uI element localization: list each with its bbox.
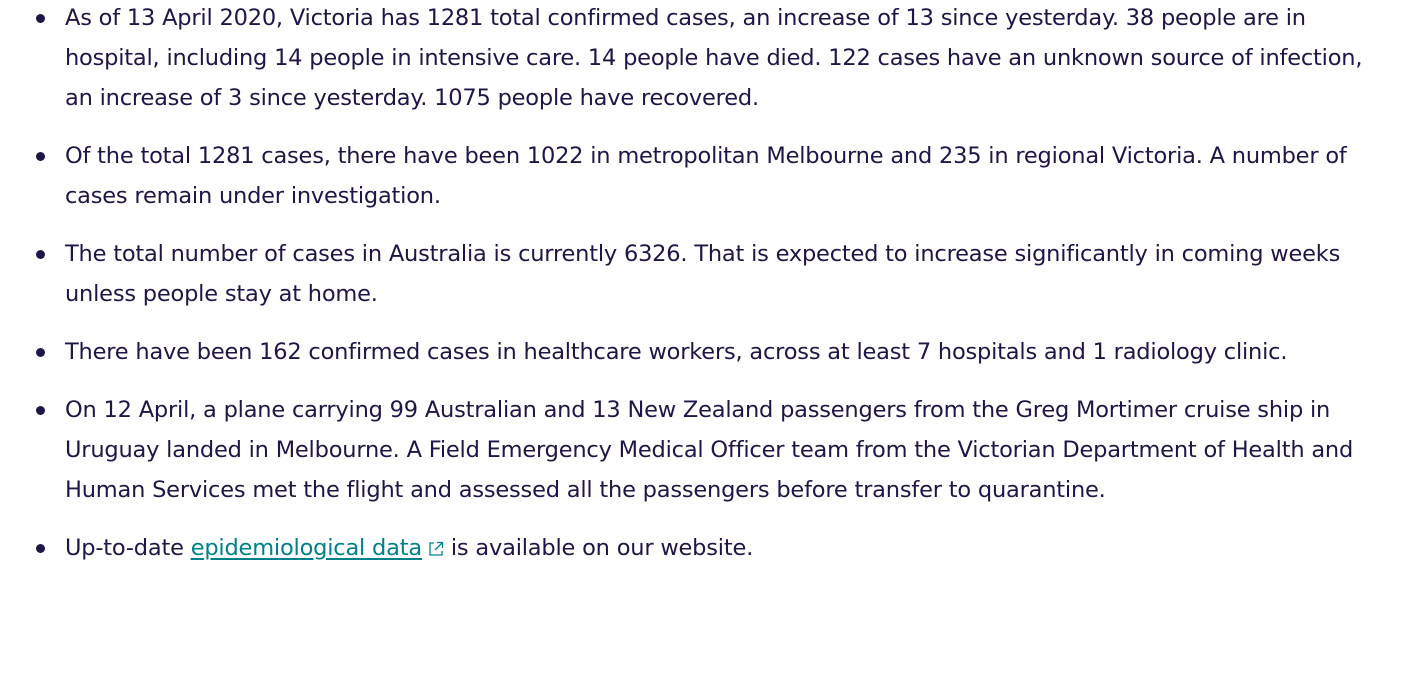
item-text: The total number of cases in Australia i… bbox=[65, 241, 1341, 307]
link-text[interactable]: epidemiological data bbox=[190, 535, 422, 561]
item-text: There have been 162 confirmed cases in h… bbox=[65, 339, 1288, 365]
link[interactable]: epidemiological data bbox=[191, 535, 444, 561]
list-item: There have been 162 confirmed cases in h… bbox=[36, 332, 1381, 372]
item-text: Up-to-date bbox=[65, 535, 184, 561]
list-item: Up-to-date epidemiological data is avail… bbox=[36, 528, 1381, 568]
list-item: Of the total 1281 cases, there have been… bbox=[36, 136, 1381, 216]
list-item: On 12 April, a plane carrying 99 Austral… bbox=[36, 390, 1381, 510]
list-item: As of 13 April 2020, Victoria has 1281 t… bbox=[36, 0, 1381, 118]
external-link-icon[interactable] bbox=[428, 541, 444, 557]
item-text: As of 13 April 2020, Victoria has 1281 t… bbox=[65, 5, 1363, 111]
bullet-list: As of 13 April 2020, Victoria has 1281 t… bbox=[36, 0, 1381, 568]
list-item: The total number of cases in Australia i… bbox=[36, 234, 1381, 314]
item-text: is available on our website. bbox=[450, 535, 754, 561]
item-text: Of the total 1281 cases, there have been… bbox=[65, 143, 1347, 209]
item-text: On 12 April, a plane carrying 99 Austral… bbox=[65, 397, 1354, 503]
